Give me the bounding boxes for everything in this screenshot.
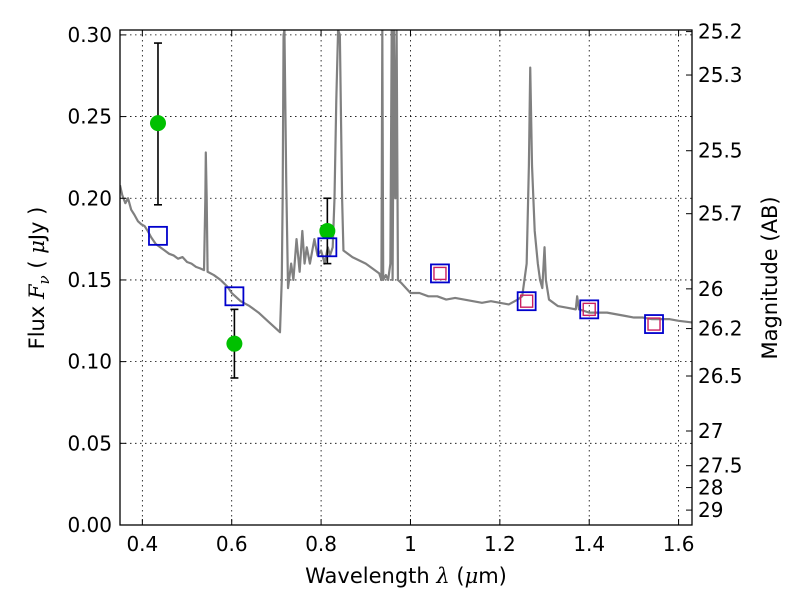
y-tick-label: 0.25: [67, 105, 112, 129]
y2-tick-label: 25.3: [698, 63, 743, 87]
y2-tick-label: 25.2: [698, 20, 743, 44]
markers-layer: [148, 42, 664, 379]
model-square-red: [647, 317, 661, 331]
x-tick-label: 0.6: [216, 532, 248, 556]
y-tick-label: 0.10: [67, 350, 112, 374]
y2-tick-label: 25.5: [698, 139, 743, 163]
model-square-red: [582, 302, 596, 317]
observed-flux-point: [319, 222, 336, 239]
observed-flux-point: [149, 115, 166, 132]
y2-tick-label: 25.7: [698, 202, 743, 226]
y2-tick-label: 28: [698, 476, 723, 500]
y-tick-label: 0.00: [67, 513, 112, 537]
y2-tick-label: 26.5: [698, 364, 743, 388]
y-tick-label: 0.15: [67, 268, 112, 292]
model-square-red: [519, 294, 534, 308]
model-square-blue: [644, 314, 664, 334]
series-layer: [120, 30, 692, 334]
y2-tick-label: 26: [698, 277, 723, 301]
x-axis-label: Wavelength λ (μm): [305, 564, 507, 588]
model-square-blue: [148, 225, 168, 246]
x-tick-label: 1: [404, 532, 417, 556]
y-tick-label: 0.20: [67, 186, 112, 210]
model-square-blue: [516, 291, 537, 312]
model-square-blue: [317, 237, 338, 258]
y-tick-label: 0.05: [67, 431, 112, 455]
y2-tick-label: 26.2: [698, 317, 743, 341]
ticks: 0.4 0.6 0.8 1 1.2 1.4 1.6 0.00 0.05 0.10 0.15 0.20 0…: [67, 20, 742, 556]
y2-tick-label: 29: [698, 498, 723, 522]
y-tick-label: 0.30: [67, 23, 112, 47]
model-square-blue: [430, 263, 450, 284]
x-tick-label: 0.4: [126, 532, 158, 556]
x-tick-label: 1.2: [484, 532, 516, 556]
plot-frame: [119, 29, 693, 526]
y2-tick-label: 27.5: [698, 454, 743, 478]
model-square-blue: [224, 286, 245, 307]
model-square-red: [433, 266, 447, 281]
y-axis-label: Flux Fν ( μJy ): [25, 207, 53, 350]
observed-flux-point: [226, 335, 243, 352]
y2-tick-label: 27: [698, 419, 723, 443]
y2-axis-label: Magnitude (AB): [758, 196, 782, 359]
spectrum-line: [120, 30, 692, 334]
x-tick-label: 1.6: [663, 532, 695, 556]
x-tick-label: 0.8: [305, 532, 337, 556]
x-tick-label: 1.4: [573, 532, 605, 556]
model-square-blue: [579, 299, 600, 320]
